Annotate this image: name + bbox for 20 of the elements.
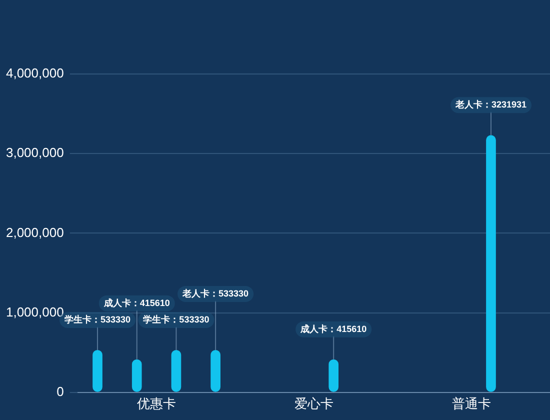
data-label: 老人卡：533330 (182, 288, 249, 298)
data-label: 学生卡：533330 (64, 314, 131, 324)
bar (132, 359, 142, 392)
data-label: 成人卡：415610 (300, 324, 367, 334)
bar (328, 359, 339, 392)
y-tick-label: 0 (56, 384, 64, 399)
y-tick-label: 3,000,000 (6, 145, 64, 160)
x-tick-label: 普通卡 (452, 396, 491, 411)
data-label: 学生卡：533330 (143, 314, 210, 324)
x-tick-label: 爱心卡 (294, 396, 334, 411)
y-tick-label: 4,000,000 (6, 66, 64, 81)
y-tick-label: 2,000,000 (6, 224, 64, 240)
bar (486, 135, 496, 392)
y-tick-label: 1,000,000 (6, 304, 64, 320)
data-label: 成人卡：415610 (102, 298, 170, 308)
bar (92, 350, 102, 392)
bar (210, 350, 220, 392)
x-tick-label: 优惠卡 (137, 396, 176, 411)
data-label: 老人卡：3231931 (454, 100, 527, 110)
bar (171, 350, 182, 392)
